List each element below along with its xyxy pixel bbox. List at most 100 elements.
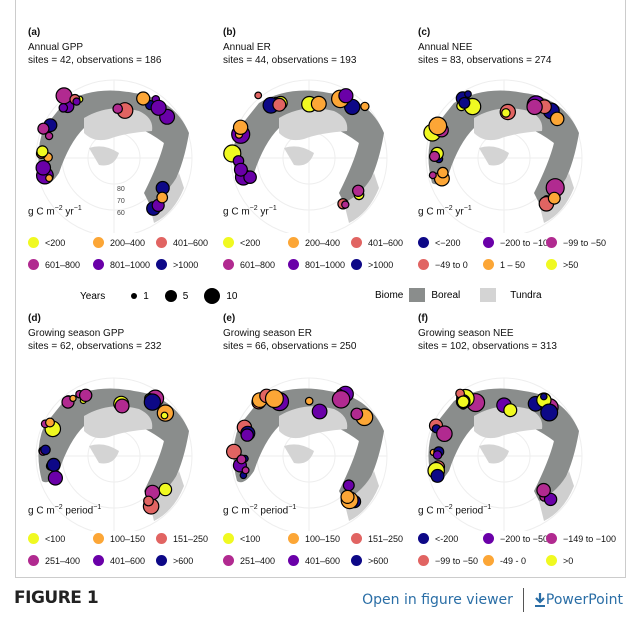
legend-label: <200 [240,237,261,248]
panel-b: (b) Annual ER sites = 44, observations =… [213,25,408,305]
legend-item: −200 to −100 [483,237,553,248]
panel-a: (a) Annual GPP sites = 42, observations … [18,25,213,305]
legend-item: 100–150 [288,533,340,544]
legend-item: 801–1000 [93,259,150,270]
site-marker [69,394,77,403]
divider [522,588,524,612]
site-marker [47,470,63,486]
legend-item: >50 [546,259,578,270]
site-marker [45,417,56,428]
legend-item: <200 [223,237,260,248]
site-marker [526,98,543,116]
unit-label: g C m−2 period−1 [418,504,492,517]
polar-map: 80 70 60 [35,79,193,233]
site-marker [45,174,54,183]
legend-item: >1000 [351,259,393,270]
site-marker [243,170,257,184]
powerpoint-label: PowerPoint [545,592,623,608]
size-1-dot [131,293,138,299]
site-marker [40,444,51,456]
site-marker [55,87,73,105]
site-marker [436,425,453,442]
legend-label: 200–400 [110,237,146,248]
legend-label: 401–600 [110,555,146,566]
site-marker [304,396,314,406]
legend-label: −49 to 0 [435,259,468,270]
unit-label: g C m−2 yr−1 [223,205,277,218]
site-marker [428,150,441,163]
site-marker [432,450,443,460]
legend-swatch [546,259,557,270]
legend-label: >1000 [173,259,199,270]
legend-swatch [28,237,39,248]
legend-label: −200 to −100 [500,237,554,248]
site-marker [156,191,169,204]
figure-frame [15,0,626,578]
legend-swatch [418,259,429,270]
powerpoint-link[interactable]: PowerPoint [534,592,623,608]
legend-swatch [28,533,39,544]
legend-item: >600 [351,555,388,566]
polar-map [35,377,193,531]
open-figure-viewer-link[interactable]: Open in figure viewer [362,592,513,608]
site-marker [143,393,162,411]
site-marker [158,482,173,497]
legend-swatch [546,533,557,544]
unit-label: g C m−2 period−1 [28,504,102,517]
site-marker [536,482,551,498]
legend-item: >600 [156,555,193,566]
legend-label: −99 to −50 [435,555,479,566]
legend-item: <−200 [418,237,461,248]
legend-label: <200 [45,237,66,248]
legend-item: <200 [28,237,65,248]
legend-label: >1000 [368,259,394,270]
size-10-label: 10 [226,290,238,302]
legend-label: >0 [563,555,574,566]
site-marker [240,428,254,442]
site-marker [37,122,50,135]
legend-swatch [156,555,167,566]
unit-label: g C m−2 period−1 [223,504,297,517]
legend-label: 100–150 [110,533,146,544]
legend-swatch [546,555,557,566]
legend-swatch [483,533,494,544]
site-marker [503,403,518,418]
legend-label: −149 to −100 [563,533,617,544]
legend-item: >0 [546,555,573,566]
panel-letter: (b) [223,27,236,38]
download-icon [534,593,545,607]
panel-title: Annual ER [223,42,271,53]
legend-item: 401–600 [93,555,145,566]
legend-item: 251–400 [223,555,275,566]
panel-stats: sites = 83, observations = 274 [418,55,552,66]
legend-swatch [288,237,299,248]
legend-swatch [156,533,167,544]
legend-label: 401–600 [368,237,404,248]
legend-swatch [418,533,429,544]
legend-item: 801–1000 [288,259,345,270]
site-marker [428,171,437,180]
site-marker [436,166,449,179]
legend-item: -49 - 0 [483,555,526,566]
legend-label: 151–250 [368,533,404,544]
years-legend: Years 1 5 10 [80,288,237,304]
site-marker [79,388,93,402]
biome-legend: Biome Boreal Tundra [375,288,542,302]
legend-label: >600 [173,555,194,566]
legend-swatch [28,555,39,566]
site-marker [547,191,561,205]
legend-label: 100–150 [305,533,341,544]
legend-swatch [546,237,557,248]
site-marker [428,116,448,136]
site-marker [143,495,154,507]
site-marker [311,403,328,420]
site-marker [342,479,355,492]
legend-label: −200 to −50 [500,533,549,544]
polar-map [425,377,583,531]
panel-c: (c) Annual NEE sites = 83, observations … [408,25,606,305]
panel-title: Annual NEE [418,42,473,53]
legend-swatch [93,259,104,270]
size-5-label: 5 [182,290,189,302]
site-marker [501,108,511,118]
panel-stats: sites = 66, observations = 250 [223,341,357,352]
